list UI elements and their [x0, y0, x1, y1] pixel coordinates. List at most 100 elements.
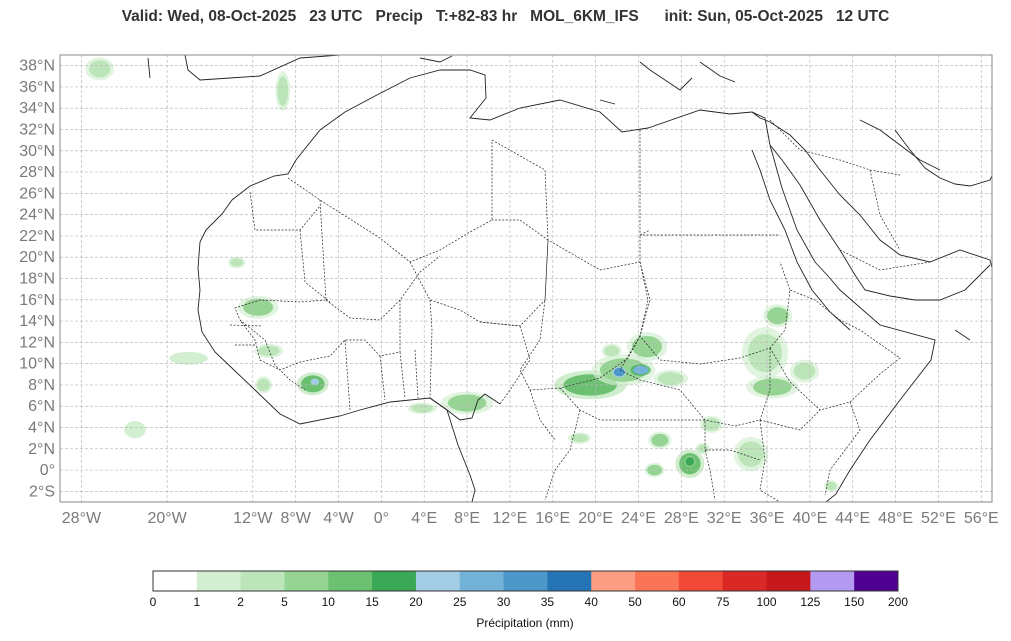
- egypt-border: [639, 130, 780, 236]
- lat-tick-label: 18°N: [19, 271, 55, 288]
- uganda-border: [705, 449, 761, 461]
- colorbar-swatch: [722, 571, 768, 591]
- lat-tick-label: 24°N: [19, 207, 55, 224]
- precip-liberia-area: [257, 378, 270, 392]
- colorbar-swatch: [854, 571, 899, 591]
- lon-tick-label: 8°W: [280, 510, 311, 527]
- precip-nigeria-coast-area: [447, 394, 487, 412]
- lat-tick-label: 28°N: [19, 164, 55, 181]
- lat-tick-label: 16°N: [19, 292, 55, 309]
- lon-tick-label: 36°E: [750, 510, 785, 527]
- lon-tick-label: 44°E: [835, 510, 870, 527]
- colorbar-swatch: [678, 571, 724, 591]
- lat-tick-label: 38°N: [19, 58, 55, 75]
- arabia-east-coast: [894, 129, 992, 187]
- africa-coastline: [197, 69, 936, 502]
- lat-tick-label: 6°N: [28, 398, 55, 415]
- lon-tick-label: 28°E: [664, 510, 699, 527]
- colorbar-swatch: [503, 571, 548, 591]
- lat-tick-label: 2°S: [29, 483, 55, 500]
- lat-tick-label: 2°N: [28, 441, 55, 458]
- lat-tick-label: 14°N: [19, 313, 55, 330]
- precip-ethiopia-east-area: [793, 362, 816, 380]
- lon-tick-label: 4°E: [411, 510, 437, 527]
- gulf-of-guinea-coast: [429, 393, 501, 421]
- lon-tick-label: 20°E: [578, 510, 613, 527]
- cameroon-border: [499, 325, 556, 441]
- lat-tick-label: 30°N: [19, 143, 55, 160]
- lat-tick-label: 10°N: [19, 356, 55, 373]
- map-frame: [59, 54, 993, 503]
- lat-tick-label: 34°N: [19, 100, 55, 117]
- colorbar-swatch: [766, 571, 811, 591]
- south-sudan-border: [619, 335, 771, 427]
- colorbar-tick-label: 35: [541, 595, 555, 609]
- colorbar-tick-label: 40: [585, 595, 599, 609]
- precip-mauritania-area: [230, 258, 244, 267]
- lat-tick-label: 8°N: [28, 377, 55, 394]
- algeria-border: [287, 140, 493, 263]
- lon-tick-label: 20°W: [147, 510, 187, 527]
- lat-tick-label: 12°N: [19, 334, 55, 351]
- colorbar-tick-label: 30: [497, 595, 511, 609]
- coastlines: [147, 55, 992, 502]
- map-title: Valid: Wed, 08-Oct-2025 23 UTC Precip T:…: [121, 8, 890, 25]
- country-borders: [229, 119, 931, 502]
- lat-tick-label: 36°N: [19, 79, 55, 96]
- arabian-gulf-coast: [859, 119, 941, 171]
- colorbar-tick-label: 25: [453, 595, 467, 609]
- precip-ethiopia-south-area: [753, 378, 792, 396]
- iberia-coast: [147, 55, 341, 81]
- colorbar-tick-label: 100: [757, 595, 777, 609]
- colorbar-tick-label: 2: [237, 595, 244, 609]
- colorbar-tick-label: 75: [716, 595, 730, 609]
- colorbar-swatch: [415, 571, 461, 591]
- arabia-coast: [751, 111, 992, 301]
- colorbar-tick-label: 50: [628, 595, 642, 609]
- colorbar-tick-label: 15: [365, 595, 379, 609]
- red-sea-west-coast: [751, 149, 851, 331]
- colorbar-swatch: [196, 571, 242, 591]
- precip-atlantic-area: [169, 351, 208, 365]
- lon-tick-label: 16°E: [535, 510, 570, 527]
- colorbar-swatch: [810, 571, 855, 591]
- lat-tick-label: 32°N: [19, 122, 55, 139]
- lon-tick-label: 32°E: [707, 510, 742, 527]
- precip-kenya-area: [738, 441, 764, 467]
- lon-tick-label: 4°W: [323, 510, 354, 527]
- western-sahara-border: [249, 191, 331, 303]
- colorbar-swatch: [328, 571, 373, 591]
- colorbar-swatch: [635, 571, 680, 591]
- precip-senegal-area: [243, 298, 274, 316]
- lon-tick-label: 48°E: [878, 510, 913, 527]
- precip-ivory-coast-core: [310, 378, 320, 385]
- colorbar-swatch: [372, 571, 417, 591]
- west-africa-borders: [229, 300, 419, 411]
- colorbar-swatch: [153, 571, 198, 591]
- colorbar-tick-label: 20: [409, 595, 423, 609]
- precip-atlantic-south-area: [124, 421, 146, 439]
- colorbar-tick-label: 5: [281, 595, 288, 609]
- lat-tick-label: 26°N: [19, 185, 55, 202]
- colorbar-swatch: [547, 571, 592, 591]
- mediterranean-islands: [419, 55, 736, 105]
- precip-kivu-area: [647, 464, 663, 476]
- lon-tick-label: 12°E: [492, 510, 527, 527]
- lon-tick-label: 56°E: [964, 510, 999, 527]
- precip-ethiopia-north-area: [767, 307, 789, 325]
- nigeria-border: [429, 299, 521, 399]
- colorbar-swatch: [284, 571, 329, 591]
- lat-tick-label: 4°N: [28, 420, 55, 437]
- latitude-ticks: 38°N 36°N 34°N 32°N 30°N 28°N 26°N 24°N 22°N 20°N…: [19, 58, 55, 501]
- precip-guinea-area: [258, 345, 280, 357]
- precip-ituri-area: [651, 433, 669, 447]
- lon-tick-label: 12°W: [233, 510, 273, 527]
- colorbar-tick-label: 1: [193, 595, 200, 609]
- lon-tick-label: 8°E: [454, 510, 480, 527]
- lon-tick-label: 24°E: [621, 510, 656, 527]
- lon-tick-label: 52°E: [921, 510, 956, 527]
- lon-tick-label: 0°: [374, 510, 389, 527]
- lon-tick-label: 28°W: [62, 510, 102, 527]
- somalia-border: [824, 401, 861, 496]
